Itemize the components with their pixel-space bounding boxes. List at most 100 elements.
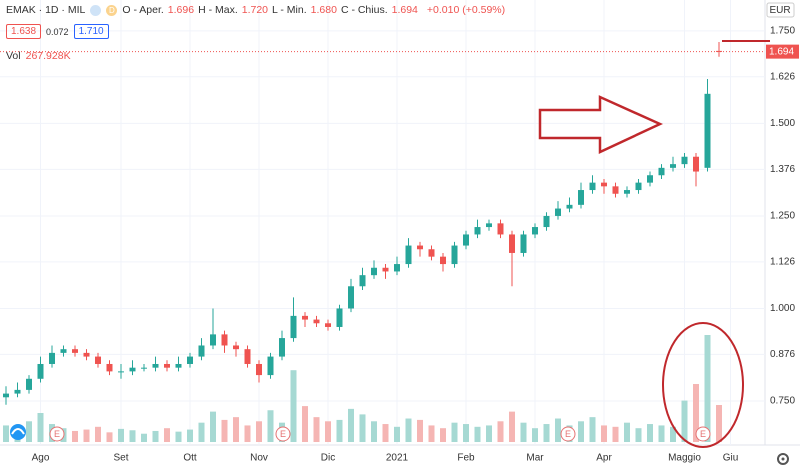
event-marker xyxy=(49,426,65,442)
x-tick-label: Mar xyxy=(526,453,544,464)
logo-icon xyxy=(10,424,26,440)
volume-bar xyxy=(106,432,113,442)
event-label: E xyxy=(280,429,286,439)
event-marker xyxy=(275,426,291,442)
volume-bar xyxy=(152,430,159,442)
candle-body xyxy=(474,227,481,235)
volume-bar xyxy=(175,431,182,442)
ellipse-annotation xyxy=(662,322,744,448)
y-tick-label: 0.876 xyxy=(770,349,795,360)
candle-body xyxy=(129,367,136,372)
volume-bar xyxy=(405,418,412,442)
volume-bar xyxy=(95,426,101,442)
event-label: E xyxy=(565,429,571,439)
volume-bar xyxy=(417,419,423,442)
volume-bar xyxy=(635,428,642,442)
volume-bar xyxy=(589,417,596,442)
candle-body xyxy=(256,363,262,376)
x-tick-label: Maggio xyxy=(668,453,701,464)
change: +0.010 (+0.59%) xyxy=(426,4,506,16)
candle-body xyxy=(601,182,607,187)
ohlc-value: 1.696 xyxy=(167,4,195,16)
settings-icon xyxy=(777,453,789,465)
volume-bar xyxy=(647,424,653,442)
candle-body xyxy=(371,267,377,276)
y-tick-label: 1.626 xyxy=(770,71,795,82)
bid: 1.638 xyxy=(6,24,42,39)
candle-body xyxy=(647,175,653,183)
volume-bar xyxy=(302,406,308,442)
volume-bar xyxy=(543,424,550,442)
volume-bar xyxy=(233,417,239,442)
volume-bar xyxy=(187,429,193,442)
volume-label: Vol xyxy=(6,50,21,62)
badge: D xyxy=(106,4,118,16)
candle-body xyxy=(3,393,9,398)
x-tick-label: Apr xyxy=(596,453,612,464)
volume-value: 267.928K xyxy=(25,50,71,62)
volume-bar xyxy=(267,410,274,442)
volume-bar xyxy=(486,425,492,442)
candle-body xyxy=(359,275,366,287)
candle-body xyxy=(72,349,78,353)
volume-bar xyxy=(3,425,9,442)
volume-bar xyxy=(509,411,515,442)
candle-body xyxy=(141,367,147,369)
volume-bar xyxy=(612,426,619,442)
candle-body xyxy=(463,234,469,246)
ohlc-label: L - Min. xyxy=(272,4,307,16)
last-price-box xyxy=(766,44,799,59)
volume-bar xyxy=(290,370,297,442)
volume-bar xyxy=(474,426,481,442)
candle-body xyxy=(486,223,492,228)
volume-bar xyxy=(624,422,630,442)
candle-body xyxy=(60,349,67,353)
candle-body xyxy=(187,356,193,364)
volume-bar xyxy=(428,425,435,442)
candle-body xyxy=(26,378,32,390)
candle-body xyxy=(267,356,274,376)
plot: 1.750 1.626 1.500 1.376 1.250 1.126 1.000 0.876… xyxy=(0,0,799,464)
volume-bar xyxy=(348,408,354,442)
ohlc-label: C - Chius. xyxy=(340,4,388,16)
candle-body xyxy=(417,245,423,250)
volume-bar xyxy=(210,411,216,442)
y-tick-label: 1.126 xyxy=(770,256,795,267)
candle-body xyxy=(658,167,665,176)
candle-body xyxy=(279,338,285,357)
spread: 0.072 xyxy=(46,26,69,37)
volume-bar xyxy=(313,417,320,442)
candle-body xyxy=(382,267,389,272)
volume-bar xyxy=(555,418,561,442)
y-tick-label: 1.000 xyxy=(770,303,795,314)
volume-row: Vol 267.928K xyxy=(6,50,71,62)
y-tick-label: 1.500 xyxy=(770,118,795,129)
volume-bar xyxy=(451,422,458,442)
y-tick-label: 0.750 xyxy=(770,396,795,407)
x-tick-label: Giu xyxy=(723,453,739,464)
header: EMAK · 1D · MIL D O - Aper. 1.696 H - Max.… xyxy=(6,4,505,16)
volume-bar xyxy=(129,430,136,442)
y-tick-label: 1.376 xyxy=(770,164,795,175)
currency: EUR xyxy=(769,5,790,16)
volume-bar xyxy=(26,421,32,442)
volume-bar xyxy=(394,426,400,442)
y-tick-label: 1.250 xyxy=(770,211,795,222)
volume-bar xyxy=(578,421,584,442)
x-tick-label: Nov xyxy=(250,453,268,464)
candle-body xyxy=(578,190,584,205)
candle-body xyxy=(704,93,711,168)
x-tick-label: Dic xyxy=(321,453,335,464)
candle-body xyxy=(440,256,446,265)
last-price-label: 1.694 xyxy=(769,46,794,57)
candle-body xyxy=(543,215,550,228)
x-tick-label: Set xyxy=(113,453,128,464)
volume-bar xyxy=(118,428,124,442)
event-marker xyxy=(560,426,576,442)
volume-bar xyxy=(83,429,90,442)
ask: 1.710 xyxy=(73,24,109,39)
candle-body xyxy=(49,352,55,364)
candle-body xyxy=(451,245,458,265)
candle-body xyxy=(152,363,159,368)
